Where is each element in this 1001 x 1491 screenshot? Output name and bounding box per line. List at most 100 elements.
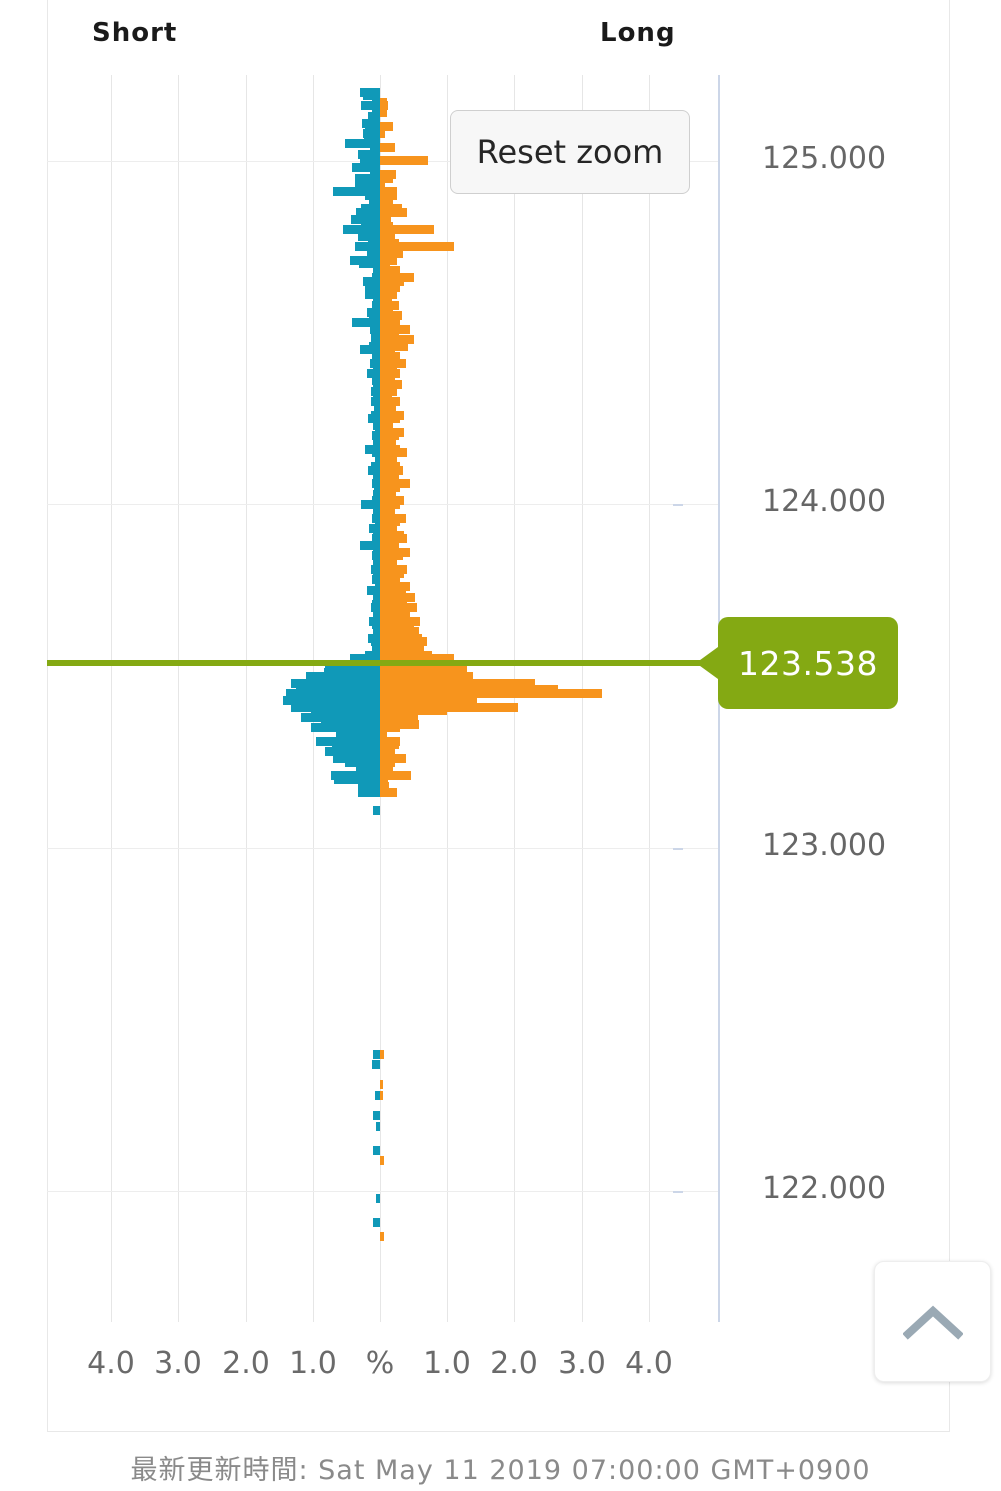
short-bar bbox=[356, 207, 380, 217]
short-bar bbox=[373, 489, 380, 499]
plot-area[interactable] bbox=[47, 75, 720, 1322]
percent-tick-label: 4.0 bbox=[625, 1346, 673, 1381]
long-bar bbox=[380, 740, 399, 750]
long-bar bbox=[380, 266, 401, 276]
scroll-to-top-button[interactable] bbox=[874, 1261, 991, 1382]
long-bar bbox=[380, 757, 395, 767]
long-bar bbox=[380, 108, 387, 118]
short-bar bbox=[373, 472, 380, 482]
short-bar bbox=[371, 328, 380, 338]
short-bar bbox=[373, 420, 380, 430]
price-tick-mark bbox=[673, 1191, 683, 1193]
long-bar bbox=[380, 627, 419, 636]
long-bar bbox=[380, 585, 406, 595]
long-bar bbox=[380, 207, 407, 217]
short-bar bbox=[285, 688, 380, 698]
long-bar bbox=[380, 156, 429, 166]
long-bar bbox=[380, 678, 535, 688]
long-bar bbox=[380, 231, 395, 241]
short-bar bbox=[371, 551, 380, 561]
long-bar bbox=[380, 414, 401, 424]
long-bar bbox=[380, 362, 398, 372]
long-bar bbox=[380, 128, 386, 138]
long-bar bbox=[380, 259, 391, 269]
long-bar bbox=[380, 592, 415, 602]
reset-zoom-button[interactable]: Reset zoom bbox=[450, 110, 690, 194]
short-bar bbox=[367, 111, 380, 121]
long-bar bbox=[380, 101, 389, 111]
percent-tick-label: 3.0 bbox=[154, 1346, 202, 1381]
long-bar bbox=[380, 781, 389, 791]
short-bar bbox=[365, 290, 380, 300]
short-bar bbox=[355, 180, 380, 190]
short-bar bbox=[371, 352, 380, 362]
short-bar bbox=[332, 187, 380, 197]
long-bar bbox=[380, 214, 392, 224]
long-bar bbox=[380, 283, 401, 293]
percent-tick-label: 3.0 bbox=[558, 1346, 606, 1381]
long-bar bbox=[380, 465, 403, 475]
long-bar bbox=[380, 551, 403, 561]
price-tick-mark bbox=[673, 504, 683, 506]
long-bar bbox=[380, 788, 397, 798]
short-bar bbox=[369, 523, 380, 533]
long-bar bbox=[380, 712, 418, 722]
short-bar bbox=[371, 396, 380, 406]
long-bar bbox=[380, 379, 403, 389]
short-bar bbox=[311, 706, 380, 716]
short-bar bbox=[366, 369, 380, 379]
short-bar bbox=[359, 156, 380, 166]
short-bar bbox=[368, 310, 380, 320]
short-bar bbox=[351, 317, 380, 327]
short-bar bbox=[373, 627, 380, 636]
short-bar bbox=[355, 173, 380, 183]
short-bar bbox=[373, 1111, 380, 1121]
short-bar bbox=[290, 678, 380, 688]
short-bar bbox=[343, 225, 380, 235]
long-bar bbox=[380, 620, 414, 630]
short-bar bbox=[351, 163, 380, 173]
long-bar bbox=[380, 702, 518, 712]
long-bar bbox=[380, 190, 397, 200]
vertical-gridline bbox=[178, 75, 179, 1322]
price-tick-label: 123.000 bbox=[762, 828, 887, 863]
long-bar bbox=[380, 242, 454, 252]
short-bar bbox=[373, 592, 380, 602]
short-bar bbox=[361, 499, 380, 509]
short-bar bbox=[369, 197, 380, 207]
long-bar bbox=[380, 558, 398, 568]
short-bar bbox=[359, 259, 380, 269]
short-bar bbox=[373, 1145, 380, 1155]
long-bar bbox=[380, 523, 397, 533]
short-bar bbox=[366, 249, 380, 259]
long-bar bbox=[380, 730, 387, 740]
short-bar bbox=[363, 132, 380, 142]
long-side-label: Long bbox=[600, 18, 676, 48]
long-bar bbox=[380, 723, 401, 733]
long-bar bbox=[380, 1090, 384, 1100]
long-bar bbox=[380, 489, 397, 499]
long-bar bbox=[380, 1049, 385, 1059]
vertical-gridline bbox=[649, 75, 650, 1322]
price-tick-mark bbox=[673, 848, 683, 850]
short-bar bbox=[371, 575, 380, 585]
long-bar bbox=[380, 431, 399, 441]
short-bar bbox=[335, 730, 380, 740]
long-bar bbox=[380, 482, 401, 492]
short-bar bbox=[367, 465, 380, 475]
horizontal-gridline bbox=[47, 848, 719, 849]
short-bar bbox=[370, 335, 380, 344]
long-bar bbox=[380, 506, 395, 516]
short-bar bbox=[369, 142, 380, 152]
short-bar bbox=[359, 345, 380, 355]
short-bar bbox=[345, 757, 380, 767]
long-bar bbox=[380, 688, 602, 698]
short-bar bbox=[373, 558, 380, 568]
short-bar bbox=[371, 620, 380, 630]
long-bar bbox=[380, 225, 434, 235]
long-bar bbox=[380, 747, 395, 757]
long-bar bbox=[380, 396, 401, 406]
short-bar bbox=[370, 602, 380, 612]
long-bar bbox=[380, 142, 395, 152]
long-bar bbox=[380, 771, 411, 781]
